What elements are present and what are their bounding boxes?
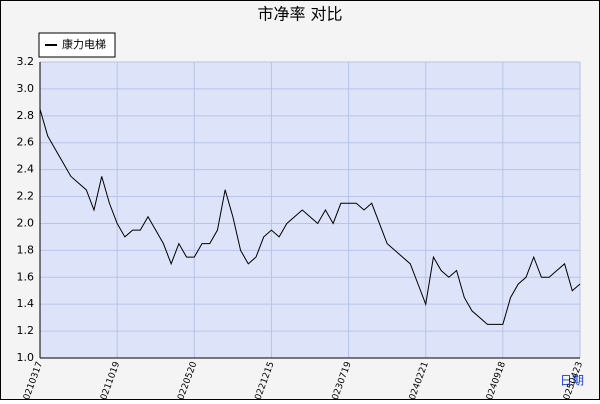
data-line (39, 108, 581, 325)
y-tick-label: 3.2 (17, 55, 35, 68)
plot-area (40, 62, 580, 358)
y-tick-label: 1.0 (17, 351, 35, 364)
chart-title: 市净率 对比 (257, 5, 342, 24)
y-tick-label: 1.6 (17, 270, 35, 283)
y-tick-label: 1.8 (17, 243, 35, 256)
y-tick-label: 2.4 (17, 163, 35, 176)
y-tick-label: 2.6 (17, 136, 35, 149)
y-tick-label: 2.2 (17, 190, 35, 203)
y-tick-label: 3.0 (17, 82, 35, 95)
y-tick-label: 1.4 (17, 297, 35, 310)
y-tick-label: 2.8 (17, 109, 35, 122)
y-tick-label: 2.0 (17, 216, 35, 229)
x-axis-label: 日期 (560, 374, 584, 388)
legend-label: 康力电梯 (62, 37, 106, 51)
y-tick-label: 1.2 (17, 324, 35, 337)
